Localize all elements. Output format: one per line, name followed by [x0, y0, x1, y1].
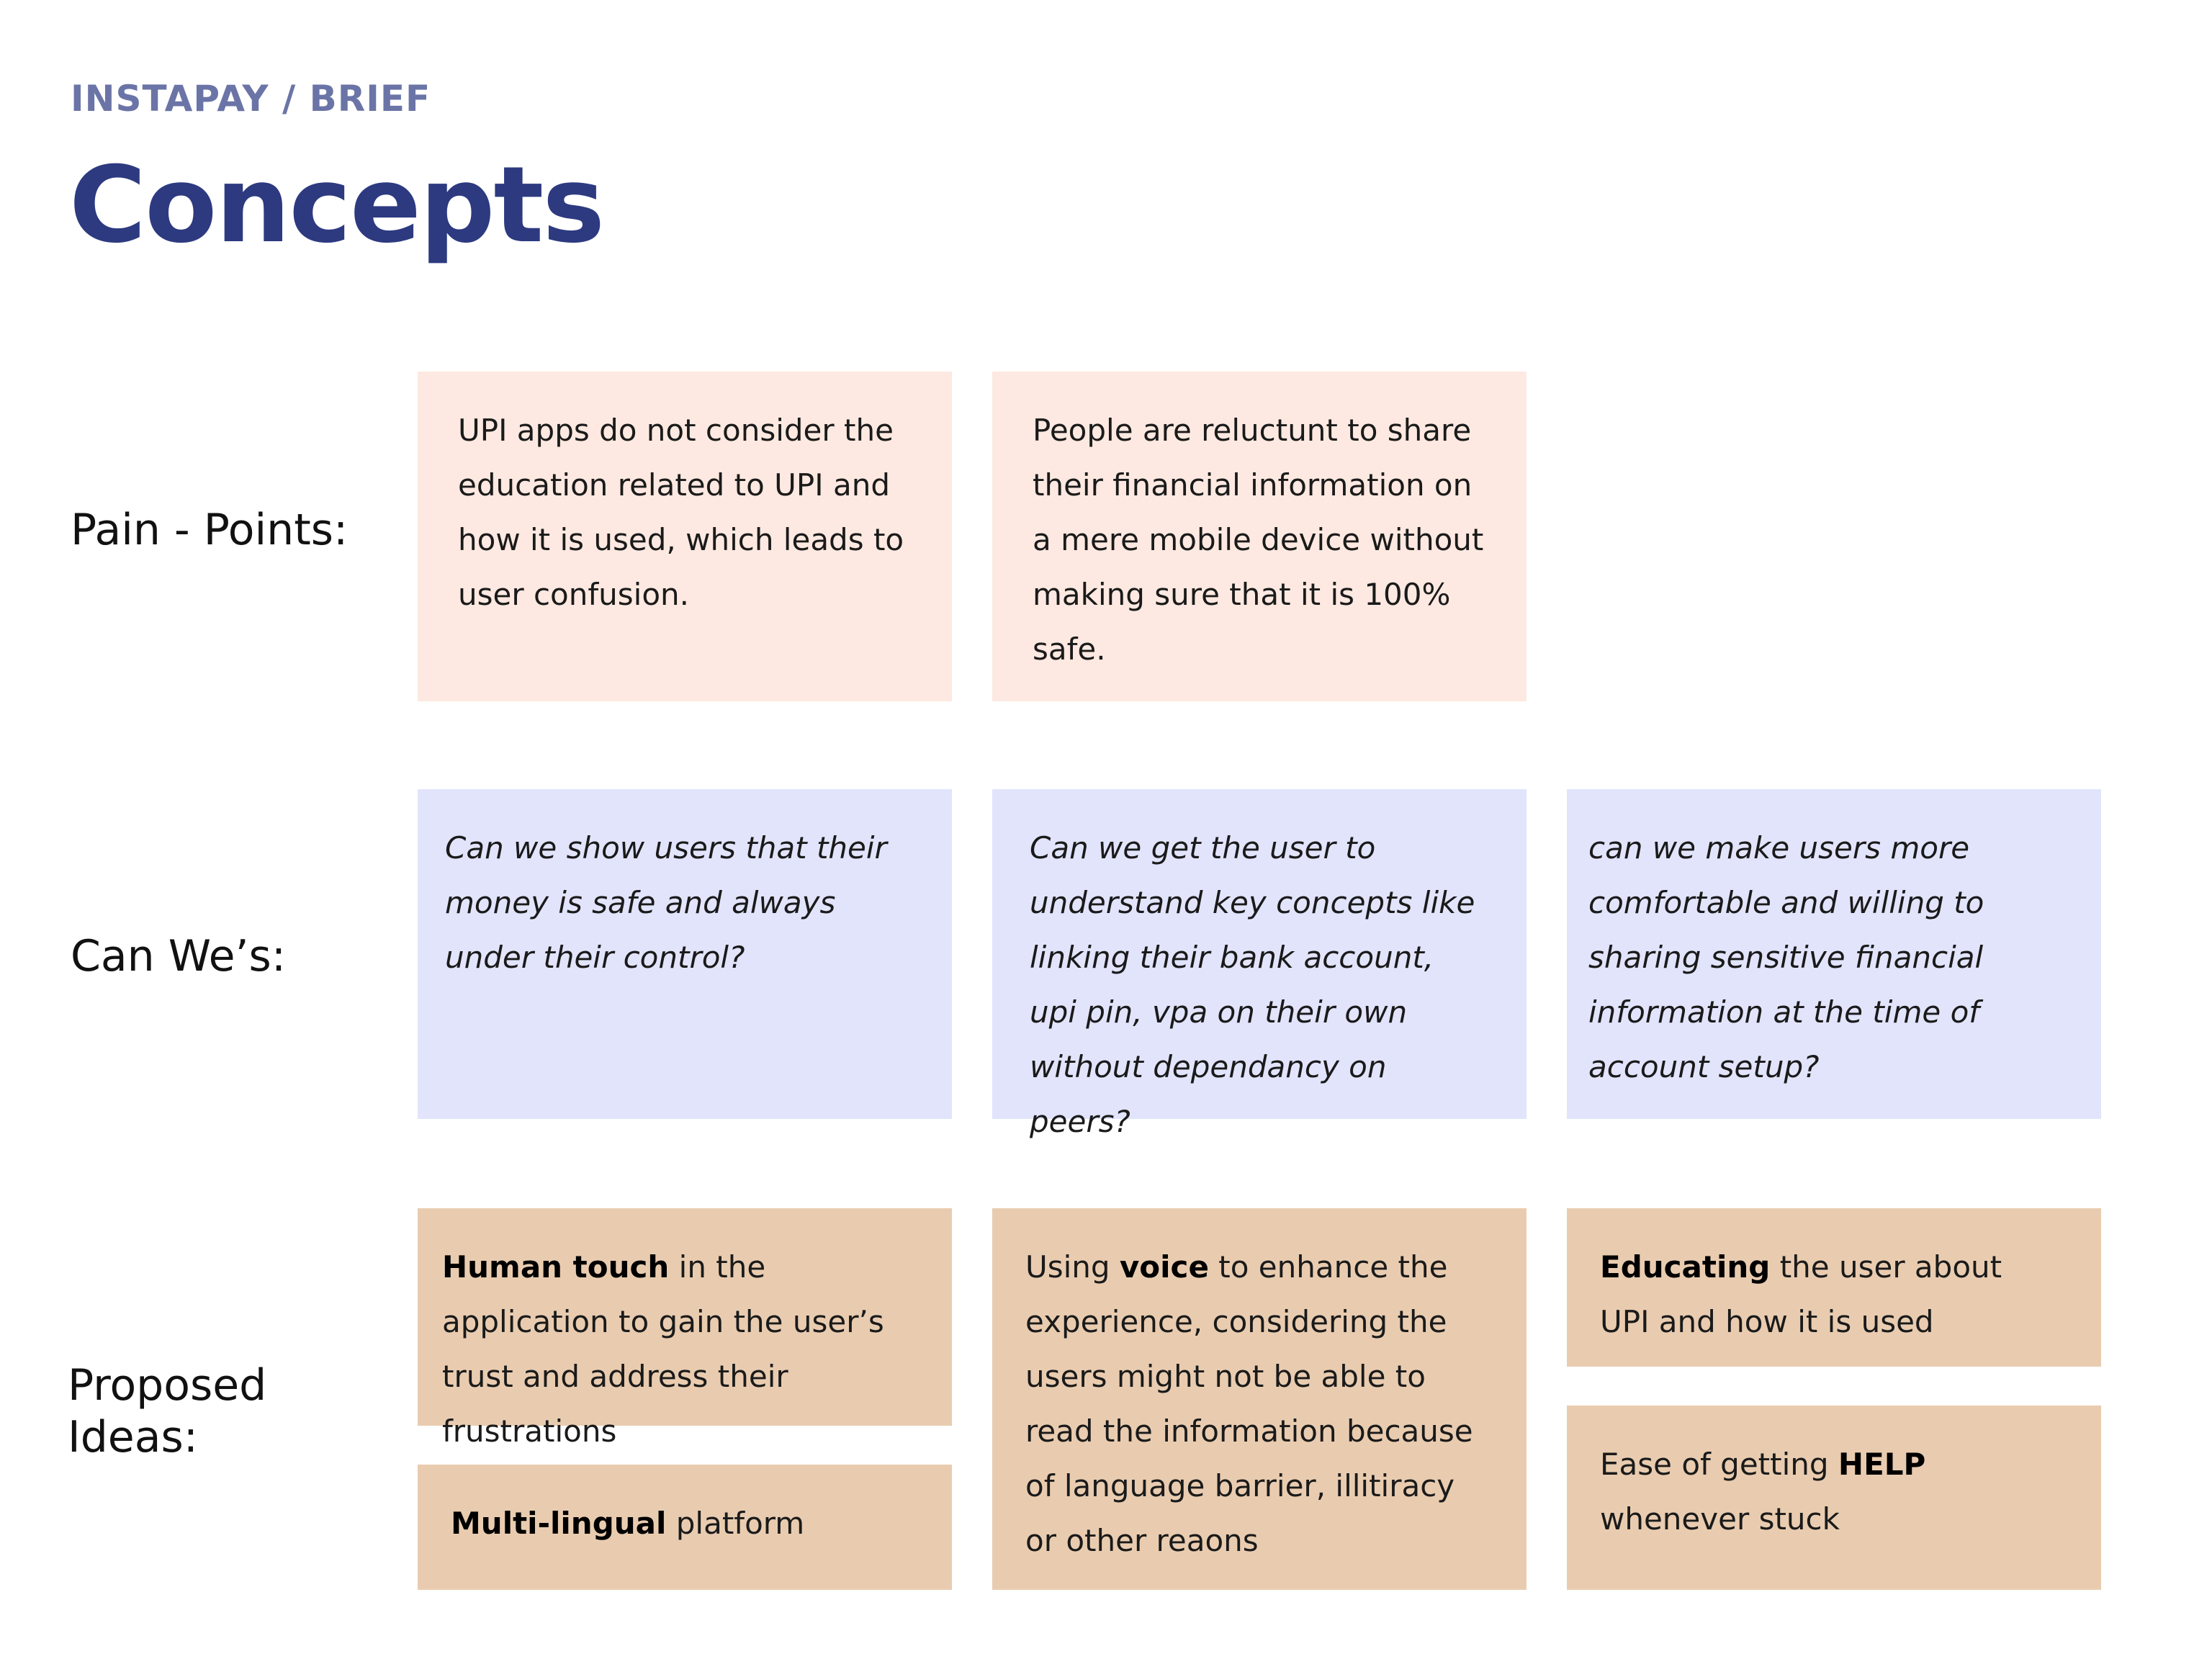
idea-text: whenever stuck — [1600, 1501, 1840, 1537]
idea-card-voice: Using voice to enhance the experience, c… — [992, 1208, 1527, 1590]
breadcrumb: INSTAPAY / BRIEF — [71, 78, 431, 120]
can-we-card: can we make users more comfortable and w… — [1567, 789, 2101, 1119]
row-label-line: Proposed — [68, 1360, 267, 1411]
page-title: Concepts — [69, 144, 605, 266]
can-we-card: Can we get the user to understand key co… — [992, 789, 1527, 1139]
idea-text: to enhance the experience, considering t… — [1025, 1249, 1473, 1558]
idea-keyword: Educating — [1600, 1249, 1771, 1285]
pain-point-card: UPI apps do not consider the education r… — [418, 372, 952, 701]
row-label-pain-points: Pain - Points: — [71, 505, 349, 555]
idea-text: Ease of getting — [1600, 1447, 1838, 1482]
idea-text: in the application to gain the user’s tr… — [442, 1249, 884, 1449]
idea-card-help: Ease of getting HELP whenever stuck — [1567, 1406, 2101, 1590]
idea-card-multilingual: Multi-lingual platform — [418, 1465, 952, 1590]
idea-keyword: HELP — [1838, 1447, 1926, 1482]
idea-card-educating: Educating the user about UPI and how it … — [1567, 1208, 2101, 1367]
idea-keyword: Human touch — [442, 1249, 670, 1285]
idea-keyword: voice — [1119, 1249, 1209, 1285]
pain-point-card: People are reluctunt to share their fina… — [992, 372, 1527, 701]
can-we-card: Can we show users that their money is sa… — [418, 789, 952, 1119]
row-label-line: Ideas: — [68, 1412, 198, 1462]
row-label-can-wes: Can We’s: — [71, 931, 287, 981]
row-label-proposed-ideas: Proposed Ideas: — [68, 1359, 266, 1463]
idea-text: platform — [666, 1506, 805, 1541]
idea-card-human-touch: Human touch in the application to gain t… — [418, 1208, 952, 1449]
idea-text: the user about UPI and how it is used — [1600, 1249, 2002, 1339]
idea-keyword: Multi-lingual — [451, 1506, 667, 1541]
idea-text: Using — [1025, 1249, 1120, 1285]
